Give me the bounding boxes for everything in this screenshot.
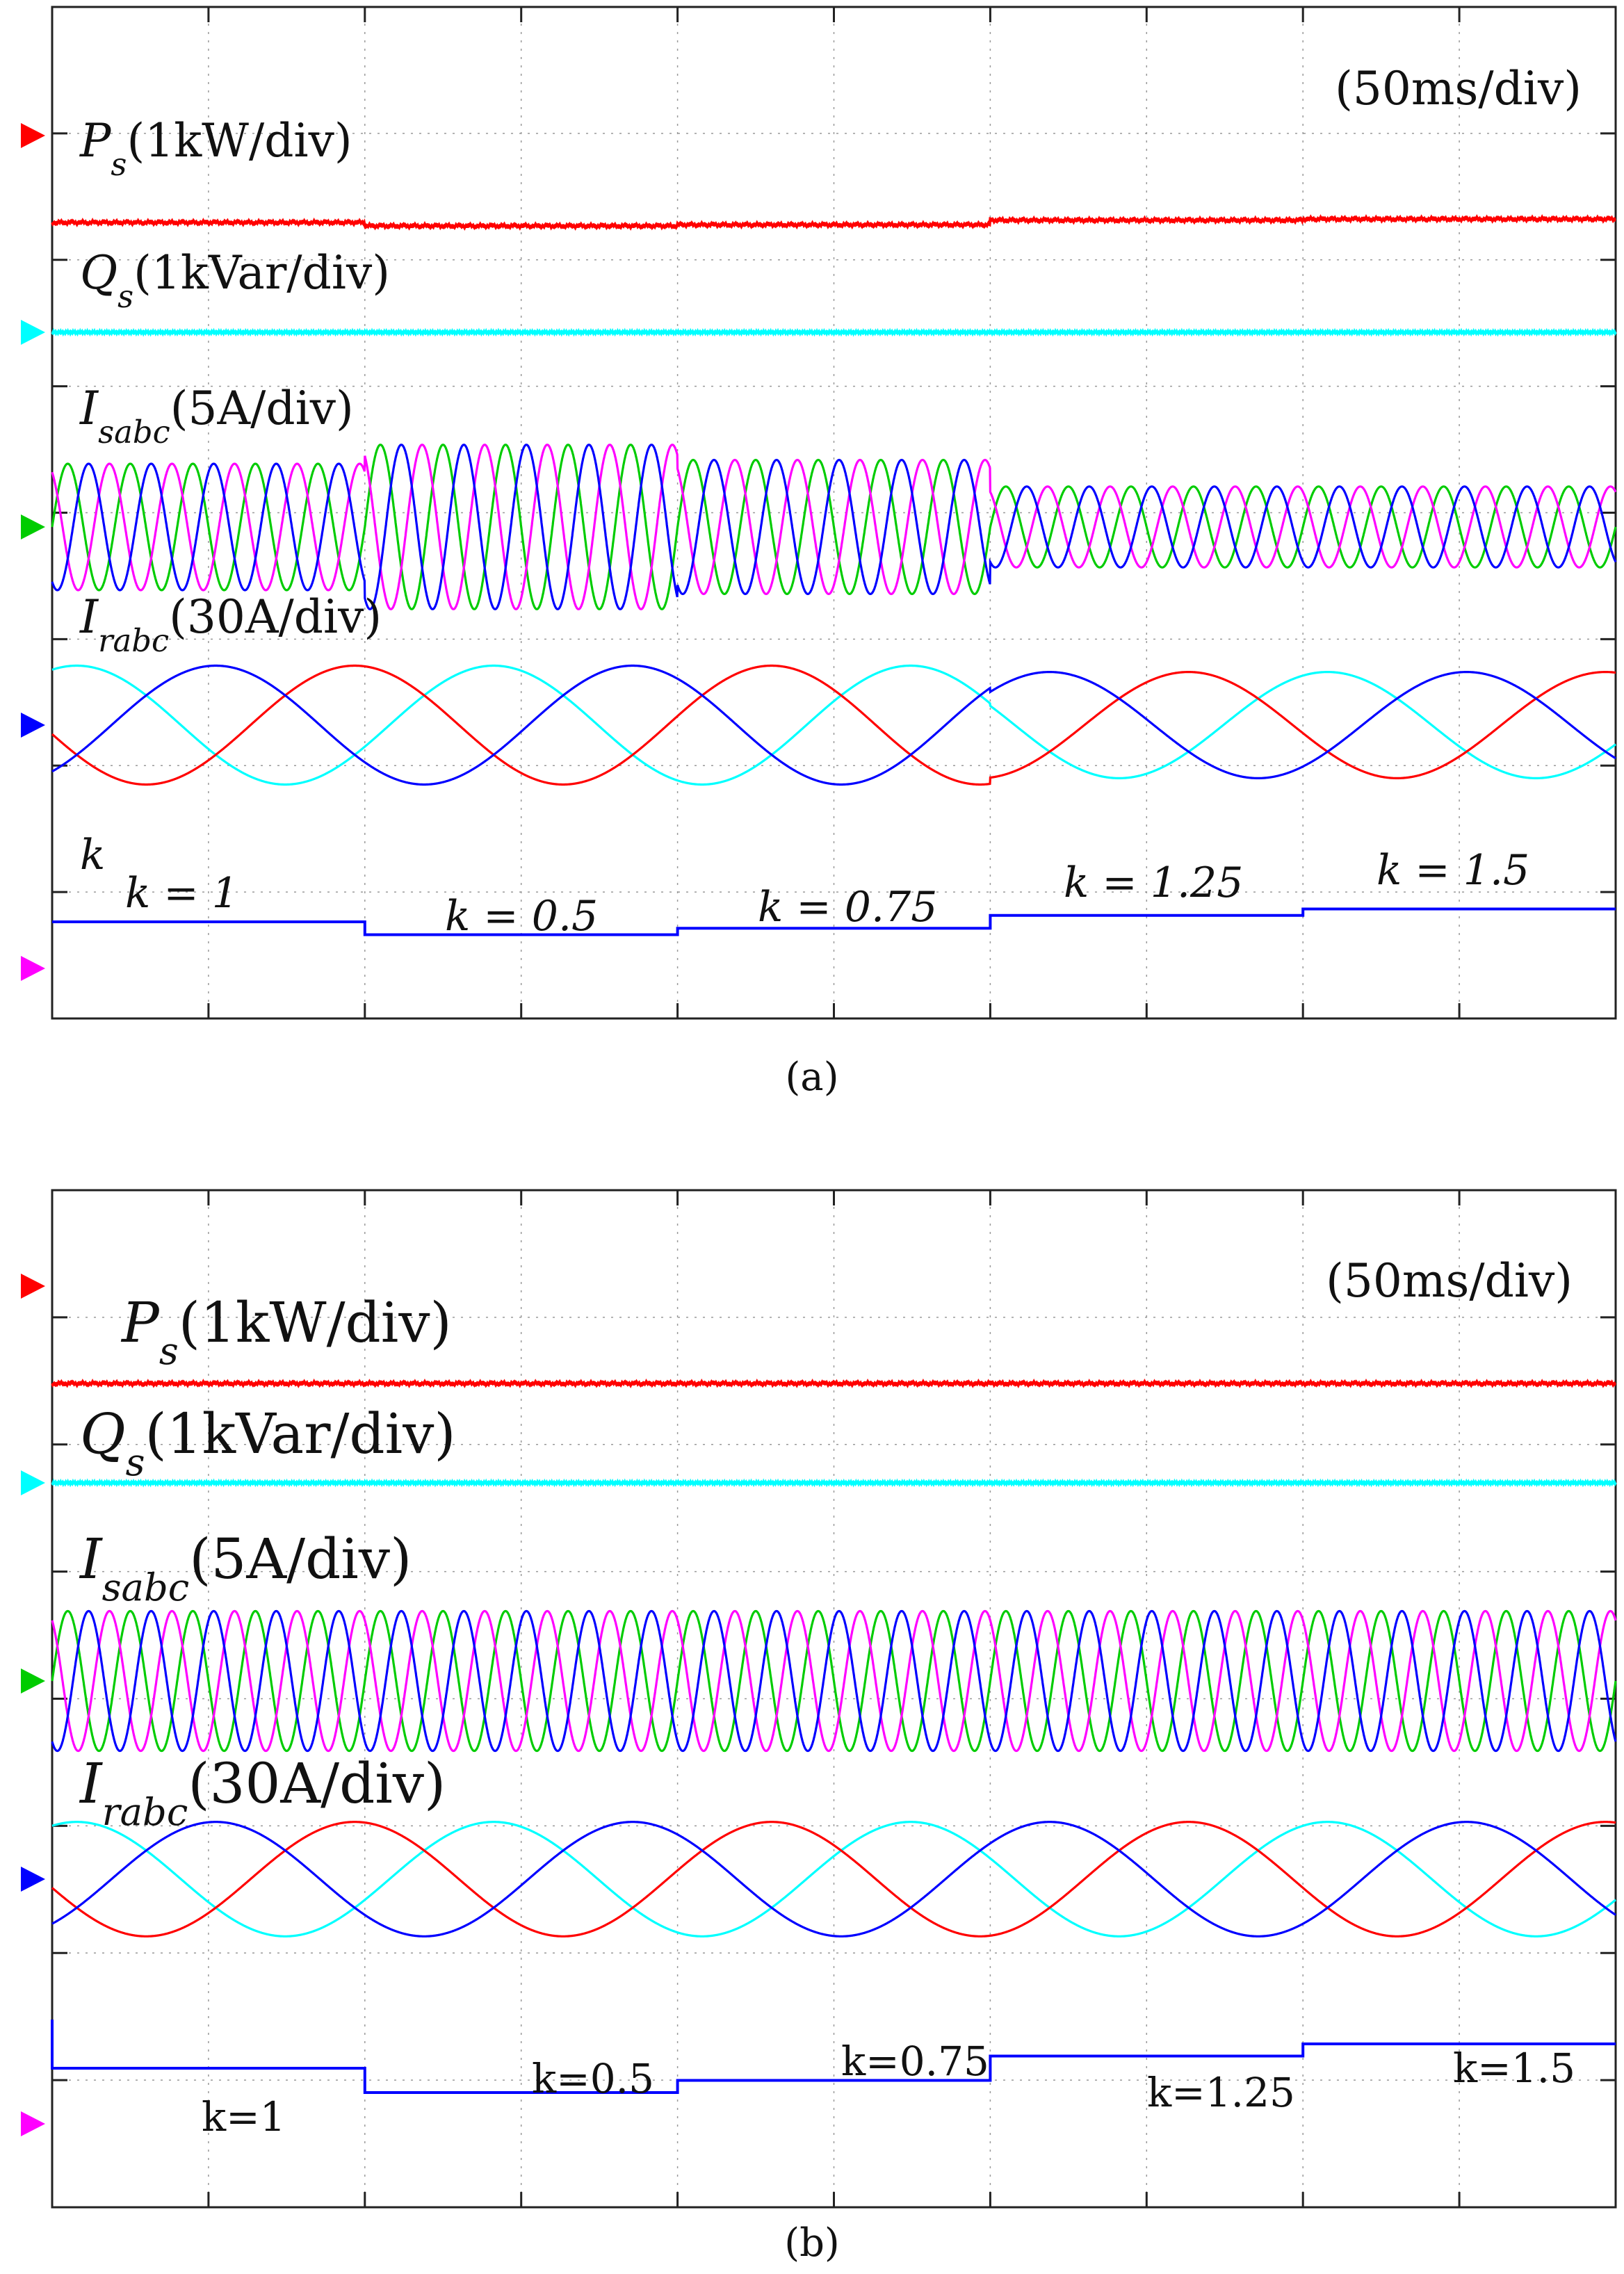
trace-ps xyxy=(51,213,1616,231)
panel-caption: (b) xyxy=(784,2220,840,2266)
timebase-label: (50ms/div) xyxy=(1335,62,1582,115)
label-qs-symbol: Q xyxy=(80,246,117,300)
label-qs-subscript: s xyxy=(117,278,133,315)
k-value-label: k = 1.5 xyxy=(1377,846,1529,895)
label-irabc-symbol: I xyxy=(79,590,99,644)
channel-marker xyxy=(21,2111,45,2136)
label-k: k xyxy=(80,831,105,879)
label-ps-subscript: s xyxy=(159,1329,179,1373)
panel-a: Ps(1kW/div)Qs(1kVar/div)Isabc(5A/div)Ira… xyxy=(21,6,1617,1100)
channel-marker xyxy=(21,1274,45,1299)
grid xyxy=(52,7,1616,1018)
label-ps-symbol: P xyxy=(120,1290,160,1355)
k-value-label: k = 0.5 xyxy=(445,892,598,941)
label-isabc: Isabc(5A/div) xyxy=(79,1527,412,1609)
channel-marker xyxy=(21,1470,45,1495)
label-isabc-symbol: I xyxy=(79,1527,103,1591)
trace-irabc-phase-3 xyxy=(51,664,1616,786)
label-irabc-unit: (30A/div) xyxy=(169,590,382,644)
trace-irabc-phase-2 xyxy=(51,664,1616,786)
trace-k xyxy=(52,907,1616,936)
channel-marker xyxy=(21,123,45,148)
label-irabc: Irabc(30A/div) xyxy=(79,590,382,659)
label-irabc: Irabc(30A/div) xyxy=(79,1751,446,1834)
label-irabc-symbol: I xyxy=(79,1751,103,1816)
trace-isabc-phase-3 xyxy=(51,1609,1617,1753)
label-isabc-symbol: I xyxy=(79,382,99,435)
label-ps: Ps(1kW/div) xyxy=(79,114,352,183)
channel-marker xyxy=(21,514,45,539)
k-value-label: k = 0.75 xyxy=(758,883,937,932)
k-value-label: k=1 xyxy=(202,2093,286,2141)
label-irabc-subscript: rabc xyxy=(98,622,169,659)
channel-marker xyxy=(21,713,45,738)
trace-isabc-phase-1 xyxy=(51,1609,1617,1753)
trace-irabc-phase-1 xyxy=(51,664,1616,786)
trace-isabc-phase-3 xyxy=(51,444,1617,610)
label-isabc-subscript: sabc xyxy=(102,1566,190,1609)
label-isabc-unit: (5A/div) xyxy=(170,382,354,435)
trace-isabc-phase-2 xyxy=(51,444,1617,610)
label-qs-unit: (1kVar/div) xyxy=(133,246,390,300)
trace-isabc-phase-2 xyxy=(51,1609,1617,1753)
panel-caption: (a) xyxy=(785,1055,838,1100)
label-isabc-unit: (5A/div) xyxy=(189,1527,412,1591)
k-value-label: k = 1 xyxy=(125,869,238,918)
label-ps-unit: (1kW/div) xyxy=(179,1290,452,1355)
label-ps-unit: (1kW/div) xyxy=(127,114,352,168)
k-value-label: k=0.5 xyxy=(532,2055,654,2102)
trace-irabc-phase-1 xyxy=(51,1821,1616,1938)
label-qs-unit: (1kVar/div) xyxy=(145,1402,456,1466)
k-value-label: k = 1.25 xyxy=(1064,859,1243,907)
label-ps-symbol: P xyxy=(79,114,112,168)
trace-qs xyxy=(51,1478,1617,1488)
label-ps-subscript: s xyxy=(111,146,127,183)
label-isabc: Isabc(5A/div) xyxy=(79,382,354,450)
channel-marker xyxy=(21,1867,45,1892)
channel-marker xyxy=(21,1668,45,1694)
channel-marker xyxy=(21,956,45,981)
label-irabc-unit: (30A/div) xyxy=(188,1751,446,1816)
trace-k xyxy=(51,2020,1616,2094)
trace-irabc-phase-3 xyxy=(51,1821,1616,1938)
trace-ps xyxy=(51,1378,1616,1389)
k-value-label: k=1.25 xyxy=(1147,2069,1295,2116)
panel-b: Ps(1kW/div)Qs(1kVar/div)Isabc(5A/div)Ira… xyxy=(21,1189,1617,2266)
label-isabc-subscript: sabc xyxy=(98,414,170,450)
label-irabc-subscript: rabc xyxy=(102,1790,188,1834)
trace-isabc-phase-1 xyxy=(51,444,1617,610)
k-value-label: k=1.5 xyxy=(1453,2045,1575,2092)
trace-qs xyxy=(51,327,1617,337)
label-qs: Qs(1kVar/div) xyxy=(80,246,390,315)
trace-irabc-phase-2 xyxy=(51,1821,1616,1938)
timebase-label: (50ms/div) xyxy=(1326,1254,1573,1308)
label-qs-subscript: s xyxy=(126,1440,145,1484)
label-ps: Ps(1kW/div) xyxy=(120,1290,452,1373)
label-qs: Qs(1kVar/div) xyxy=(80,1402,456,1484)
channel-marker xyxy=(21,320,45,345)
k-value-label: k=0.75 xyxy=(841,2038,989,2085)
label-qs-symbol: Q xyxy=(80,1402,126,1466)
